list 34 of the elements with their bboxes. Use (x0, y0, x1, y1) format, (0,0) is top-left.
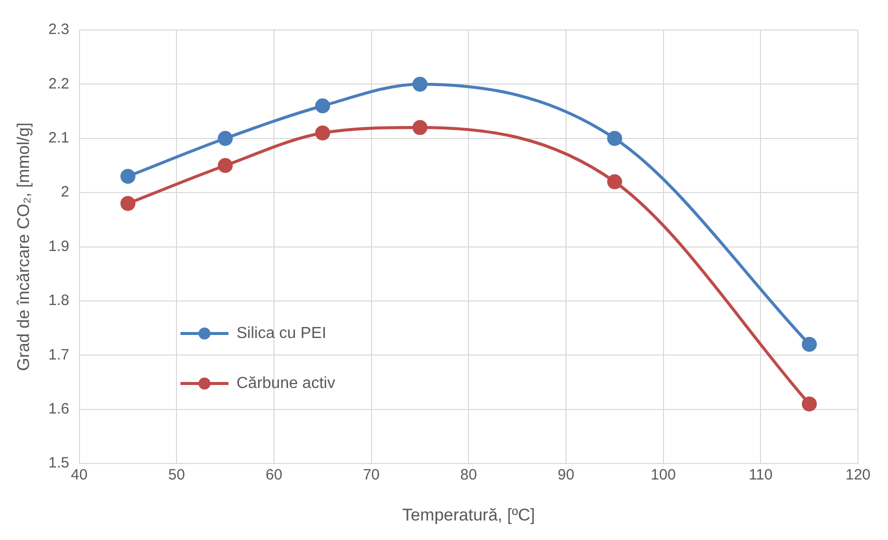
x-tick-label: 80 (460, 466, 477, 484)
y-tick-label: 1.9 (48, 238, 70, 255)
y-tick-label: 1.5 (48, 454, 70, 472)
point (412, 76, 428, 92)
point (802, 336, 817, 352)
point (315, 98, 330, 114)
y-tick-label: 2.3 (48, 21, 70, 38)
y-tick-label: 1.6 (48, 400, 70, 418)
y-tick-label: 1.7 (48, 346, 70, 364)
point (218, 130, 233, 146)
point (315, 125, 330, 140)
point (412, 120, 428, 136)
x-tick-label: 50 (168, 466, 185, 484)
x-axis-title: Temperatură, [ºC] (402, 505, 536, 524)
x-tick-label: 120 (845, 466, 871, 484)
y-axis-title: Grad de încărcare CO₂, [mmol/g] (14, 122, 33, 372)
point (120, 168, 136, 184)
point (607, 130, 622, 146)
legend-label: Silica cu PEI (236, 324, 326, 342)
y-tick-label: 2.2 (48, 75, 70, 92)
point (120, 196, 136, 211)
point (607, 174, 622, 190)
x-tick-label: 110 (748, 466, 773, 484)
point (802, 396, 817, 412)
x-tick-label: 40 (70, 466, 88, 484)
x-tick-label: 100 (650, 466, 676, 484)
y-tick-label: 2.1 (48, 130, 70, 147)
y-tick-label: 1.8 (48, 292, 70, 310)
x-tick-label: 60 (266, 466, 282, 484)
x-tick-label: 90 (558, 466, 574, 484)
x-tick-label: 70 (362, 466, 380, 484)
point (218, 158, 233, 173)
y-tick-label: 2 (60, 184, 70, 201)
legend-label: Cărbune activ (236, 374, 336, 392)
